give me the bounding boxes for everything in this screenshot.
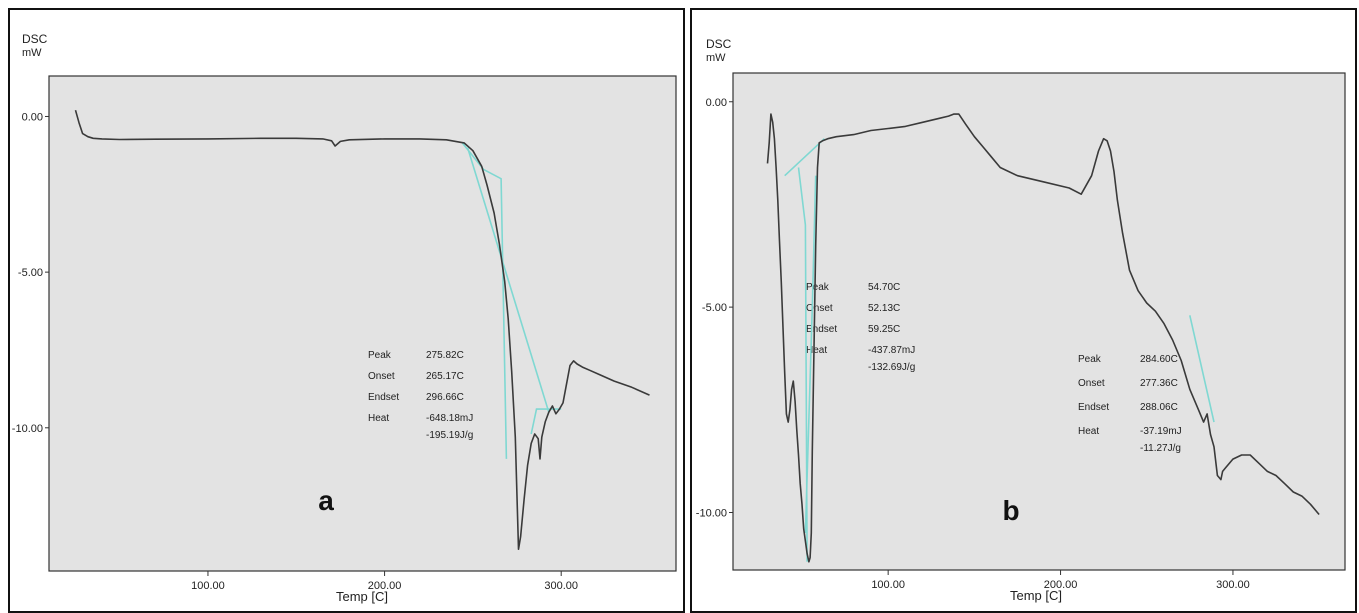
annotation-peak-1: Peak 275.82C Onset 265.17C Endset 296.66… <box>368 350 473 441</box>
annotation-key: Peak <box>1078 354 1102 365</box>
annotation-key: Onset <box>368 371 395 382</box>
annotation-value: 54.70C <box>868 282 900 293</box>
x-axis-title: Temp [C] <box>336 589 388 604</box>
annotation-key: Endset <box>1078 402 1109 413</box>
annotation-value: -132.69J/g <box>868 362 915 373</box>
annotation-value: 265.17C <box>426 371 464 382</box>
annotation-value: 296.66C <box>426 392 464 403</box>
y-tick-label: -10.00 <box>696 507 727 519</box>
annotation-peak-2: Peak 284.60C Onset 277.36C Endset 288.06… <box>1078 354 1182 454</box>
baseline-fit-line <box>461 142 508 459</box>
annotation-key: Heat <box>806 345 827 356</box>
panel-label: a <box>318 485 334 516</box>
x-tick-label: 200.00 <box>368 580 402 592</box>
y-tick-label: 0.00 <box>706 97 727 109</box>
annotation-key: Peak <box>806 282 830 293</box>
annotation-key: Onset <box>806 303 833 314</box>
dsc-panel-b: DSC mW Temp [C] b Peak 54.70C Onset 52.1… <box>690 8 1357 613</box>
baseline-fit-line <box>804 175 817 534</box>
x-tick-label: 300.00 <box>1216 579 1250 591</box>
annotation-value: 277.36C <box>1140 378 1178 389</box>
dsc-chart-b: DSC mW Temp [C] b Peak 54.70C Onset 52.1… <box>696 37 1346 603</box>
x-tick-label: 300.00 <box>544 580 578 592</box>
annotation-key: Heat <box>368 413 389 424</box>
annotation-value: 288.06C <box>1140 402 1178 413</box>
annotation-value: -437.87mJ <box>868 345 915 356</box>
annotation-key: Endset <box>806 324 837 335</box>
y-axis-unit: mW <box>22 47 42 59</box>
dsc-chart-a: DSC mW Temp [C] a Peak 275.82C Onset 265… <box>12 32 677 604</box>
annotation-value: -11.27J/g <box>1140 443 1181 454</box>
x-axis-title: Temp [C] <box>1010 588 1062 603</box>
annotation-value: 59.25C <box>868 324 900 335</box>
annotation-value: -195.19J/g <box>426 430 473 441</box>
panel-label: b <box>1002 495 1019 526</box>
baseline-fit-line <box>1189 315 1215 423</box>
y-tick-label: -10.00 <box>12 423 43 435</box>
annotation-peak-1: Peak 54.70C Onset 52.13C Endset 59.25C H… <box>806 282 915 373</box>
baseline-fit-line <box>784 138 825 177</box>
baseline-fit-line <box>466 147 550 413</box>
annotation-value: 52.13C <box>868 303 900 314</box>
annotation-value: -37.19mJ <box>1140 426 1182 437</box>
annotation-value: 284.60C <box>1140 354 1178 365</box>
dsc-curve <box>74 109 650 551</box>
x-tick-label: 100.00 <box>871 579 905 591</box>
y-axis-title: DSC <box>22 32 48 46</box>
baseline-fit-line <box>797 167 808 562</box>
y-axis-unit: mW <box>706 52 726 64</box>
y-axis-title: DSC <box>706 37 732 51</box>
annotation-key: Peak <box>368 350 392 361</box>
annotation-value: -648.18mJ <box>426 413 473 424</box>
annotation-key: Endset <box>368 392 399 403</box>
plot-area <box>732 72 1346 571</box>
y-tick-label: -5.00 <box>702 302 727 314</box>
dsc-panel-a: DSC mW Temp [C] a Peak 275.82C Onset 265… <box>8 8 685 613</box>
x-tick-label: 100.00 <box>191 580 225 592</box>
y-tick-label: 0.00 <box>22 111 43 123</box>
annotation-key: Onset <box>1078 378 1105 389</box>
plot-area <box>48 75 677 572</box>
annotation-value: 275.82C <box>426 350 464 361</box>
annotation-key: Heat <box>1078 426 1099 437</box>
dsc-curve <box>766 113 1320 563</box>
x-tick-label: 200.00 <box>1044 579 1078 591</box>
y-tick-label: -5.00 <box>18 267 43 279</box>
